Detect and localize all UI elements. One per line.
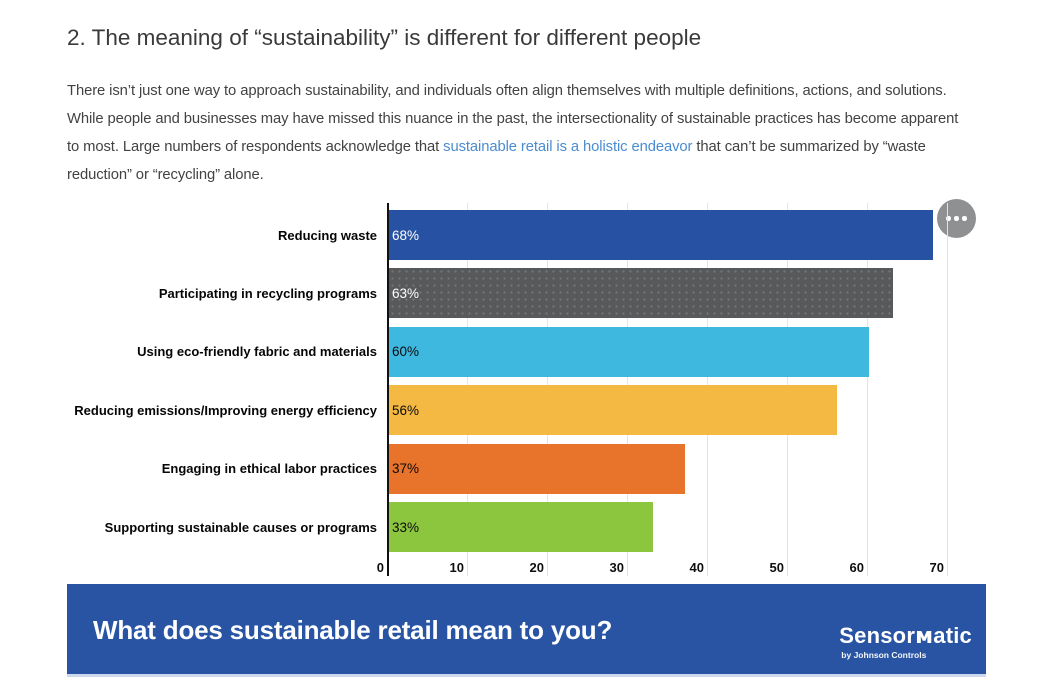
category-label: Participating in recycling programs <box>158 285 377 301</box>
johnson-controls-byline: by Johnson Controls <box>841 650 927 660</box>
ellipsis-icon <box>962 216 967 221</box>
x-tick-label: 30 <box>609 560 624 575</box>
x-tick-label: 40 <box>689 560 704 575</box>
y-axis-line <box>387 203 389 576</box>
intro-text-after: that can’t be summarized by “waste reduc… <box>67 139 926 183</box>
intro-text-before: There isn’t just one way to approach sus… <box>67 83 959 155</box>
bar: 56% <box>389 385 837 436</box>
ellipsis-icon <box>946 216 951 221</box>
value-label: 63% <box>392 285 420 301</box>
question-banner: What does sustainable retail mean to you… <box>67 584 986 677</box>
sensormatic-wordmark: Sensorᴍatic <box>839 623 972 649</box>
value-label: 56% <box>392 402 420 418</box>
x-tick-label: 60 <box>849 560 864 575</box>
x-tick-label: 20 <box>529 560 544 575</box>
banner-question: What does sustainable retail mean to you… <box>93 615 613 645</box>
bar: 63% <box>389 268 893 319</box>
stylized-m: ᴍ <box>915 624 934 649</box>
bar: 33% <box>389 502 653 552</box>
x-tick-label: 0 <box>376 560 384 575</box>
x-tick-label: 10 <box>449 560 464 575</box>
value-label: 37% <box>392 461 420 477</box>
x-tick-label: 50 <box>769 560 784 575</box>
gridline <box>867 203 868 576</box>
bar: 68% <box>389 210 933 260</box>
gridline <box>947 203 948 576</box>
value-label: 60% <box>392 344 420 360</box>
chart-menu-button[interactable] <box>937 199 976 238</box>
bar: 37% <box>389 443 685 494</box>
sensormatic-logo: Sensorᴍatic by Johnson Controls <box>839 623 972 661</box>
value-label: 68% <box>392 227 420 243</box>
page-title: 2. The meaning of “sustainability” is di… <box>67 25 702 50</box>
category-label: Supporting sustainable causes or program… <box>104 519 377 535</box>
category-label: Reducing emissions/Improving energy effi… <box>74 402 377 418</box>
x-tick-label: 70 <box>929 560 944 575</box>
category-label: Reducing waste <box>278 227 377 243</box>
category-label: Engaging in ethical labor practices <box>161 461 377 477</box>
bar-chart: 0 10 20 30 40 50 60 70 Reducing waste 68% Particip… <box>67 199 987 583</box>
bar: 60% <box>389 326 869 377</box>
ellipsis-icon <box>954 216 959 221</box>
sustainable-retail-link[interactable]: sustainable retail is a holistic endeavo… <box>443 139 693 155</box>
intro-paragraph: There isn’t just one way to approach sus… <box>67 77 972 189</box>
category-label: Using eco-friendly fabric and materials <box>137 344 377 360</box>
value-label: 33% <box>392 519 420 535</box>
